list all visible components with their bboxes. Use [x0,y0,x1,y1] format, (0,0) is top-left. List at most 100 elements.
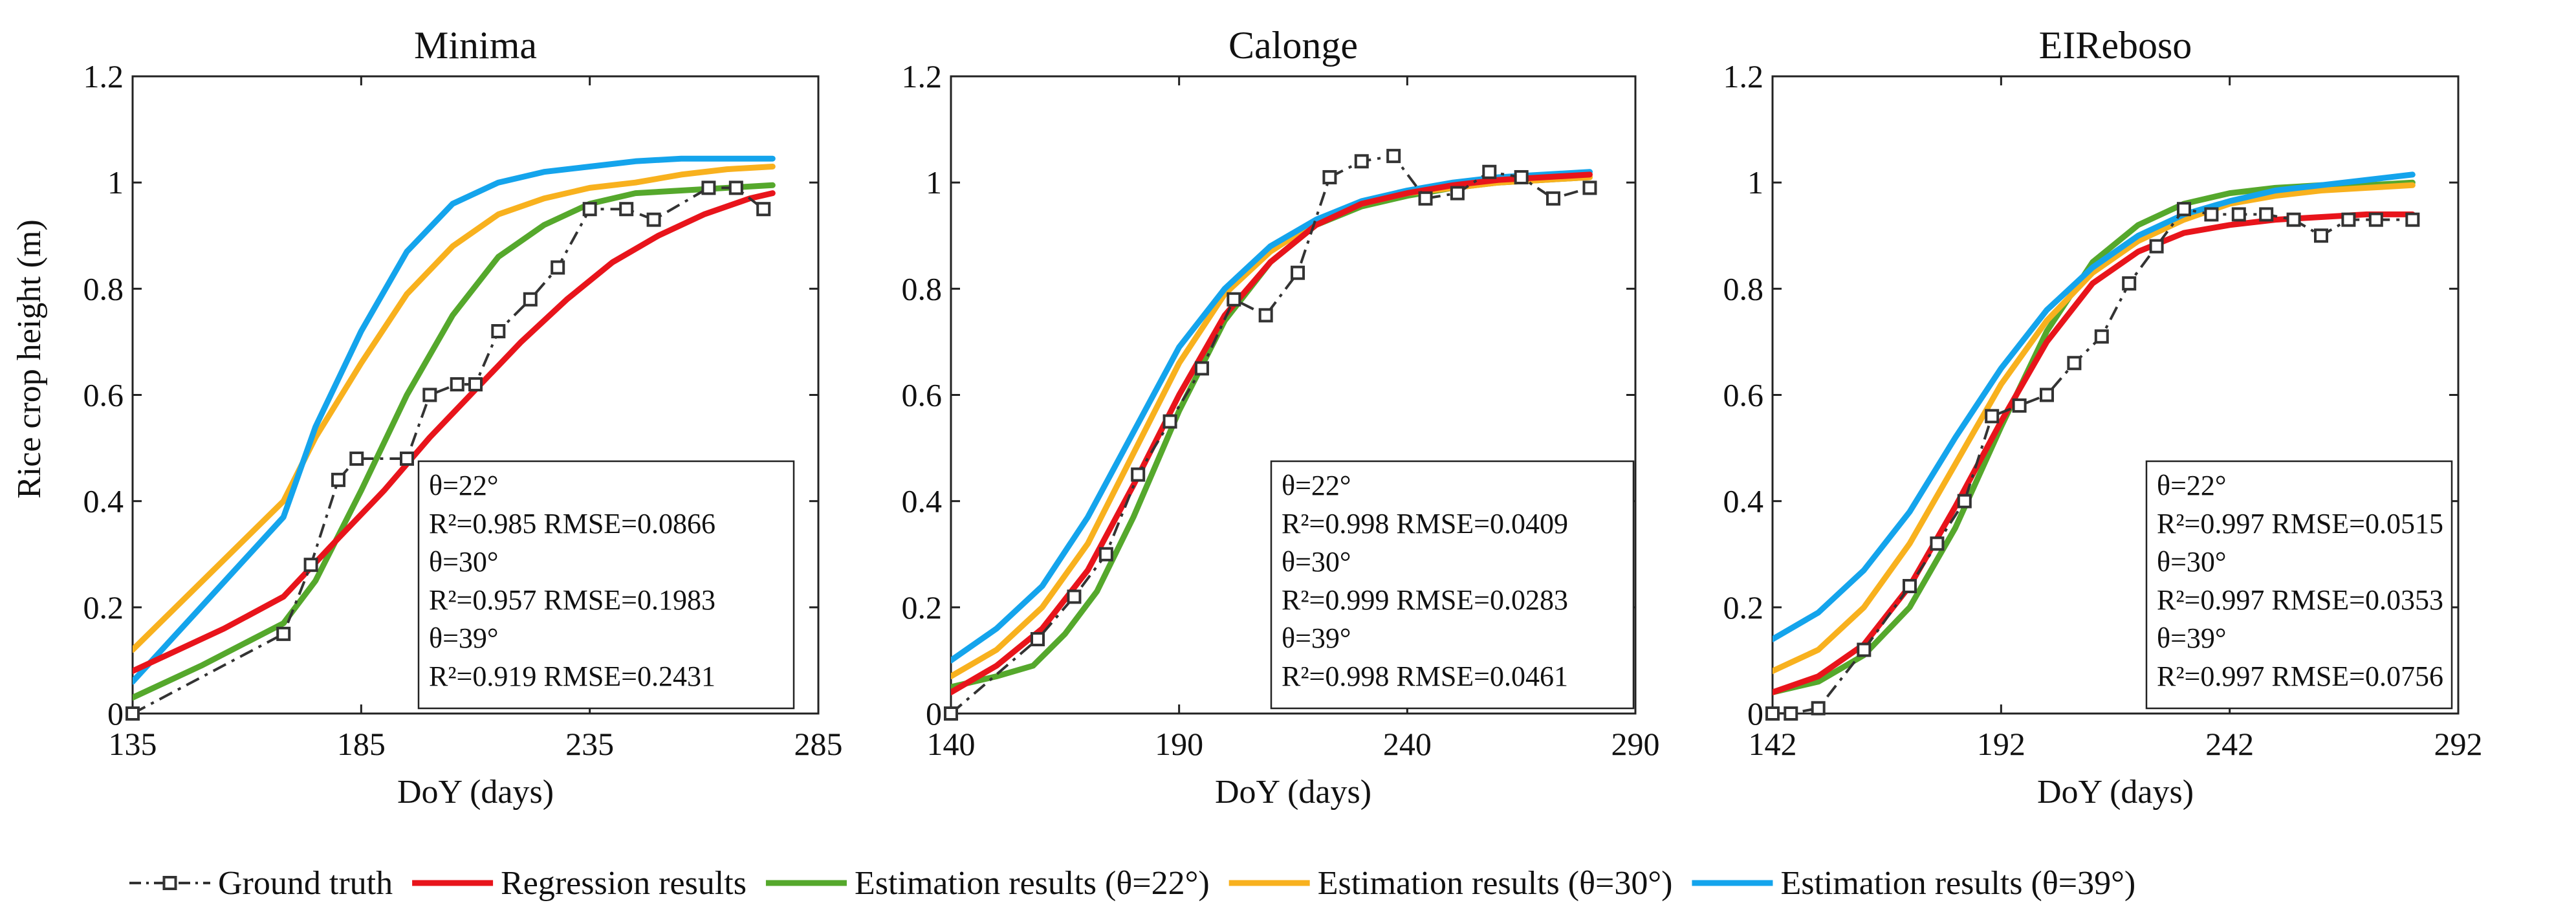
panel-title: EIReboso [2039,24,2192,67]
stats-line: R²=0.998 RMSE=0.0409 [1282,508,1568,540]
ground-truth-point [2204,207,2219,222]
x-axis-label: DoY (days) [1215,774,1371,811]
ground-truth-point [1131,467,1146,482]
stats-line: R²=0.919 RMSE=0.2431 [429,660,715,692]
ground-truth-point [400,452,414,466]
ground-truth-point [2040,387,2054,402]
ground-truth-point [276,626,291,641]
ground-truth-point [1258,308,1273,323]
legend-marker-gt [162,876,177,890]
series-line-e39 [133,155,776,685]
y-tick-label: 1 [107,164,124,201]
legend-item-e22: Estimation results (θ=22°) [765,865,1210,902]
ground-truth-point [2094,329,2109,344]
ground-truth-point [2231,207,2246,222]
y-tick-label: 0.8 [902,270,943,307]
ground-truth-point [701,180,716,195]
ground-truth-point [1194,361,1209,376]
y-tick-label: 1 [1747,164,1763,201]
legend-item-reg: Regression results [412,865,747,902]
y-tick-label: 0.6 [1723,377,1764,413]
stats-line: θ=39° [429,622,499,654]
stats-line: R²=0.957 RMSE=0.1983 [429,584,715,616]
stats-line: θ=39° [1282,622,1351,654]
stats-line: θ=22° [2157,470,2227,501]
ground-truth-line [133,186,765,714]
legend-item-gt: Ground truth [129,865,393,902]
y-tick-label: 0.8 [83,270,124,307]
ground-truth-point [523,292,538,307]
panel-eireboso: EIReboso 0 0.2 0.4 0.6 0.8 1 1.2 142 192 242 292 DoY… [1723,24,2483,811]
panel-title: Calonge [1228,24,1358,67]
ground-truth-point [1227,292,1241,307]
ground-truth-point [2286,212,2301,227]
x-tick-label: 240 [1383,726,1432,762]
ground-truth-point [1957,494,1972,508]
x-tick-label: 242 [2205,726,2254,762]
ground-truth-point [1450,186,1465,201]
plot-area [1773,171,2416,714]
stats-line: R²=0.997 RMSE=0.0353 [2157,584,2443,616]
y-tick-label: 1 [926,164,942,201]
ground-truth-point [349,452,364,466]
stats-line: θ=30° [1282,546,1351,578]
ground-truth-point [1985,409,2000,424]
ground-truth-point [1067,589,1082,604]
ground-truth-point [1930,536,1945,551]
ground-truth-point [1514,169,1529,184]
series-line-e30 [1773,182,2416,674]
x-axis-label: DoY (days) [2037,774,2194,811]
y-tick-label: 0.4 [1723,483,1764,519]
ground-truth-point [126,706,140,721]
y-tick-label: 1.2 [902,58,943,94]
ground-truth-point [756,202,771,217]
ground-truth-point [331,472,345,487]
ground-truth-point [2314,228,2328,243]
stats-box [417,460,795,710]
ground-truth-point [422,387,437,402]
stats-line: θ=30° [429,546,499,578]
legend-label: Estimation results (θ=30°) [1318,865,1673,902]
stats-box [2145,460,2453,710]
stats-box [1270,460,1635,710]
x-tick-label: 290 [1611,726,1660,762]
ground-truth-point [1765,706,1780,721]
y-tick-label: 0 [107,695,124,732]
panel-calonge: Calonge 0 0.2 0.4 0.6 0.8 1 1.2 140 190 240 290 DoY … [902,24,1660,811]
x-tick-label: 142 [1749,726,1797,762]
x-tick-label: 190 [1155,726,1203,762]
ground-truth-point [1291,265,1305,280]
stats-line: R²=0.997 RMSE=0.0756 [2157,660,2443,692]
y-axis-label: Rice crop height (m) [11,219,48,499]
x-tick-label: 140 [927,726,976,762]
series-line-reg [951,171,1593,695]
legend-label: Estimation results (θ=39°) [1780,865,2135,902]
ground-truth-point [2177,202,2191,217]
panel-minima: Minima 0 0.2 0.4 0.6 0.8 1 1.2 135 185 235 285 DoY (… [83,24,843,811]
ground-truth-point [303,558,318,572]
stats-line: R²=0.985 RMSE=0.0866 [429,508,715,540]
y-tick-label: 1.2 [83,58,124,94]
ground-truth-point [1322,169,1337,184]
chart-panels: Minima 0 0.2 0.4 0.6 0.8 1 1.2 135 185 235 285 DoY (… [83,24,2483,811]
y-tick-label: 0.6 [902,377,943,413]
ground-truth-point [2259,207,2274,222]
ground-truth-point [2149,239,2164,254]
ground-truth-point [1857,642,1872,657]
y-tick-label: 0.2 [1723,589,1764,626]
y-tick-label: 1.2 [1723,58,1764,94]
ground-truth-point [491,324,506,338]
series-line-reg [1773,211,2416,695]
y-tick-label: 0.6 [83,377,124,413]
x-tick-label: 185 [337,726,386,762]
x-tick-label: 285 [794,726,843,762]
panel-title: Minima [414,24,537,67]
stats-line: θ=39° [2157,622,2227,654]
ground-truth-point [1354,154,1369,169]
ground-truth-point [1784,706,1798,721]
stats-line: R²=0.999 RMSE=0.0283 [1282,584,1568,616]
y-tick-label: 0 [926,695,942,732]
ground-truth-point [728,180,743,195]
ground-truth-point [551,260,565,275]
legend-label: Estimation results (θ=22°) [855,865,1210,902]
